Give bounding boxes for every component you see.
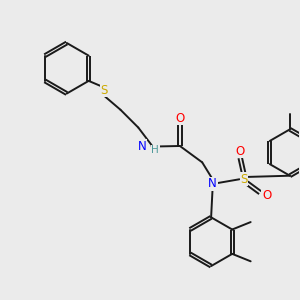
Text: H: H [152,146,159,155]
Text: S: S [240,173,247,186]
Text: N: N [138,140,146,153]
Text: O: O [236,145,245,158]
Text: O: O [262,189,271,202]
Text: N: N [208,177,217,190]
Text: O: O [175,112,184,124]
Text: S: S [100,84,108,97]
